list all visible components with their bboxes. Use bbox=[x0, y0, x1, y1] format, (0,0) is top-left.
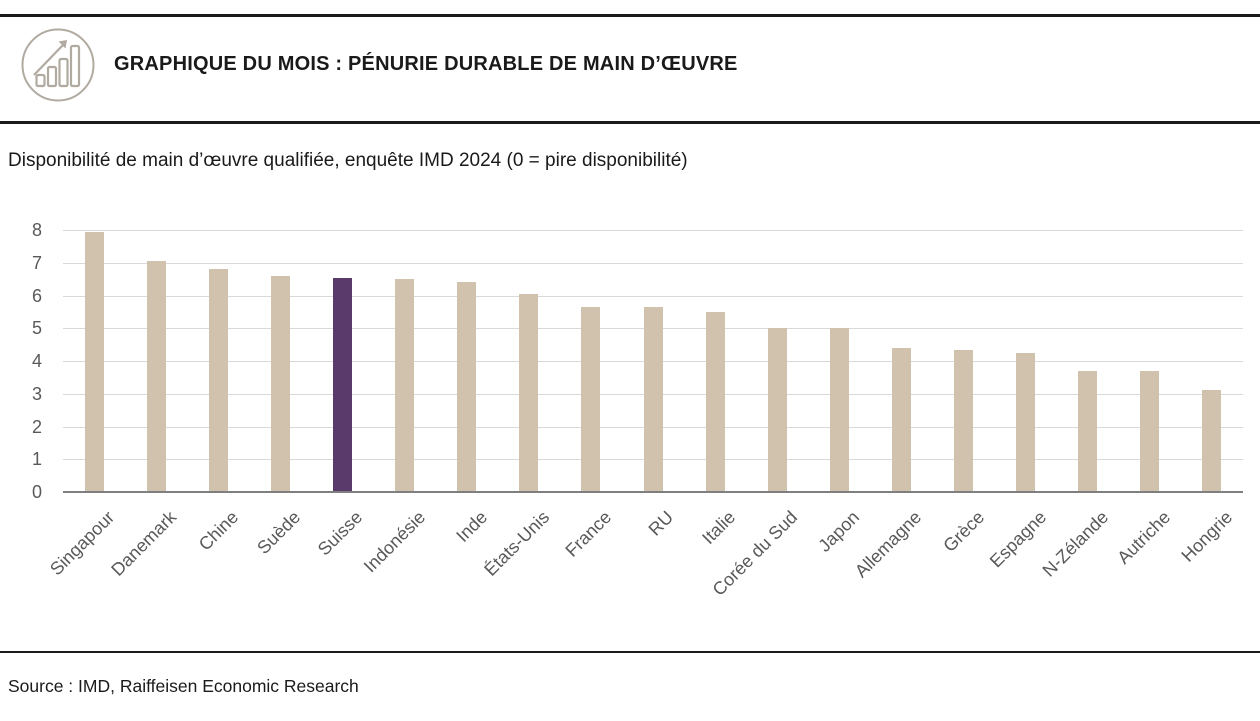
x-tick-label: Indonésie bbox=[359, 507, 429, 577]
bar-ru bbox=[643, 306, 663, 492]
source-text: Source : IMD, Raiffeisen Economic Resear… bbox=[8, 676, 359, 696]
bar-inde bbox=[457, 282, 477, 492]
x-tick-label: Italie bbox=[698, 507, 740, 549]
x-tick-label: États-Unis bbox=[480, 507, 553, 580]
bar-singapour bbox=[84, 231, 104, 492]
x-tick-label: RU bbox=[644, 507, 678, 540]
y-tick-label: 7 bbox=[31, 252, 42, 273]
bar-n-zélande bbox=[1078, 370, 1098, 492]
bar-grèce bbox=[954, 349, 974, 492]
bar-indonésie bbox=[395, 279, 415, 492]
plot-area bbox=[63, 230, 1243, 493]
bar-allemagne bbox=[891, 347, 911, 492]
bar-danemark bbox=[146, 261, 166, 492]
header-rule bbox=[0, 121, 1260, 124]
x-axis-baseline bbox=[63, 491, 1243, 493]
y-tick-label: 2 bbox=[31, 416, 42, 437]
bar-chine bbox=[208, 269, 228, 492]
y-axis: 0 1 2 3 4 5 6 7 8 bbox=[0, 220, 42, 502]
x-tick-label: Chine bbox=[195, 507, 243, 555]
gridline bbox=[63, 230, 1243, 231]
bar-italie bbox=[705, 311, 725, 492]
x-tick-label: Danemark bbox=[107, 507, 181, 580]
top-rule bbox=[0, 14, 1260, 17]
bar-corée-du-sud bbox=[767, 328, 787, 492]
y-tick-label: 5 bbox=[31, 318, 42, 339]
gridline bbox=[63, 295, 1243, 297]
x-tick-label: Singapour bbox=[46, 507, 119, 580]
y-tick-label: 0 bbox=[31, 482, 42, 502]
bar-france bbox=[581, 306, 601, 492]
bar-hongrie bbox=[1202, 390, 1222, 492]
bar-états-unis bbox=[519, 293, 539, 492]
x-tick-label: Japon bbox=[814, 507, 864, 556]
x-tick-label: Suisse bbox=[314, 507, 367, 560]
x-tick-label: Allemagne bbox=[851, 507, 926, 582]
y-tick-label: 8 bbox=[31, 220, 42, 240]
bar-autriche bbox=[1140, 370, 1160, 492]
x-tick-label: Espagne bbox=[985, 507, 1050, 572]
x-tick-label: Autriche bbox=[1113, 507, 1174, 568]
y-tick-label: 6 bbox=[31, 285, 42, 306]
growth-chart-icon bbox=[21, 28, 95, 102]
bar-suède bbox=[270, 275, 290, 492]
bar-espagne bbox=[1016, 352, 1036, 492]
x-tick-label: Suède bbox=[253, 507, 305, 558]
y-tick-label: 3 bbox=[31, 383, 42, 404]
chart-subtitle: Disponibilité de main d’œuvre qualifiée,… bbox=[8, 150, 688, 171]
x-tick-label: Grèce bbox=[938, 507, 988, 556]
gridline bbox=[63, 262, 1243, 264]
footer-rule bbox=[0, 651, 1260, 653]
y-tick-label: 4 bbox=[31, 351, 42, 371]
bar-chart: 0 1 2 3 4 5 6 7 8 Singapour Danemark Chine Suède Sui… bbox=[0, 220, 1243, 647]
x-axis: Singapour Danemark Chine Suède Suisse Indonés… bbox=[46, 497, 1243, 647]
bar-japon bbox=[829, 328, 849, 492]
x-tick-label: Inde bbox=[451, 507, 491, 546]
bar-suisse bbox=[332, 277, 352, 492]
x-tick-label: N-Zélande bbox=[1038, 507, 1112, 581]
page-title: GRAPHIQUE DU MOIS : PÉNURIE DURABLE DE M… bbox=[114, 53, 738, 75]
x-tick-label: Hongrie bbox=[1177, 507, 1237, 566]
x-tick-label: France bbox=[561, 507, 616, 561]
y-tick-label: 1 bbox=[31, 449, 42, 470]
